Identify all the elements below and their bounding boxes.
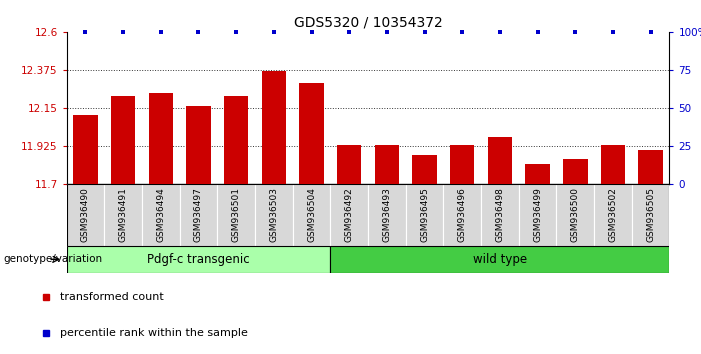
Text: GSM936491: GSM936491 — [118, 187, 128, 242]
Bar — [186, 106, 211, 184]
Bar — [111, 96, 135, 184]
Bar — [67, 184, 104, 246]
Bar — [374, 145, 399, 184]
Text: GSM936498: GSM936498 — [496, 187, 505, 242]
Text: GSM936490: GSM936490 — [81, 187, 90, 242]
Bar — [104, 184, 142, 246]
Bar — [261, 71, 286, 184]
Bar — [557, 184, 594, 246]
Bar — [142, 184, 179, 246]
Bar — [594, 184, 632, 246]
Bar — [632, 184, 669, 246]
Text: transformed count: transformed count — [60, 292, 163, 302]
Bar — [299, 82, 324, 184]
Text: GSM936493: GSM936493 — [382, 187, 391, 242]
Text: percentile rank within the sample: percentile rank within the sample — [60, 328, 247, 338]
Bar — [217, 184, 255, 246]
Text: GSM936503: GSM936503 — [269, 187, 278, 242]
Bar — [412, 155, 437, 184]
Text: GSM936492: GSM936492 — [345, 187, 354, 242]
Text: GSM936504: GSM936504 — [307, 187, 316, 242]
Bar — [563, 159, 587, 184]
Bar — [293, 184, 330, 246]
Bar — [601, 145, 625, 184]
Text: GSM936497: GSM936497 — [194, 187, 203, 242]
Text: GSM936501: GSM936501 — [231, 187, 240, 242]
Bar — [73, 115, 97, 184]
Title: GDS5320 / 10354372: GDS5320 / 10354372 — [294, 15, 442, 29]
Text: genotype/variation: genotype/variation — [4, 254, 102, 264]
Text: Pdgf-c transgenic: Pdgf-c transgenic — [147, 253, 250, 266]
Text: GSM936496: GSM936496 — [458, 187, 467, 242]
Bar — [179, 184, 217, 246]
Text: GSM936502: GSM936502 — [608, 187, 618, 242]
Text: GSM936500: GSM936500 — [571, 187, 580, 242]
Bar — [406, 184, 443, 246]
Bar — [525, 164, 550, 184]
Bar — [481, 184, 519, 246]
Bar — [450, 145, 475, 184]
Text: wild type: wild type — [473, 253, 527, 266]
Text: GSM936505: GSM936505 — [646, 187, 655, 242]
Bar — [330, 184, 368, 246]
Bar — [639, 150, 663, 184]
Bar — [149, 93, 173, 184]
Bar — [337, 145, 362, 184]
Text: GSM936494: GSM936494 — [156, 187, 165, 242]
Bar — [67, 246, 330, 273]
Bar — [519, 184, 557, 246]
Bar — [368, 184, 406, 246]
Text: GSM936499: GSM936499 — [533, 187, 542, 242]
Bar — [488, 137, 512, 184]
Bar — [255, 184, 293, 246]
Bar — [330, 246, 669, 273]
Bar — [443, 184, 481, 246]
Bar — [224, 96, 248, 184]
Text: GSM936495: GSM936495 — [420, 187, 429, 242]
